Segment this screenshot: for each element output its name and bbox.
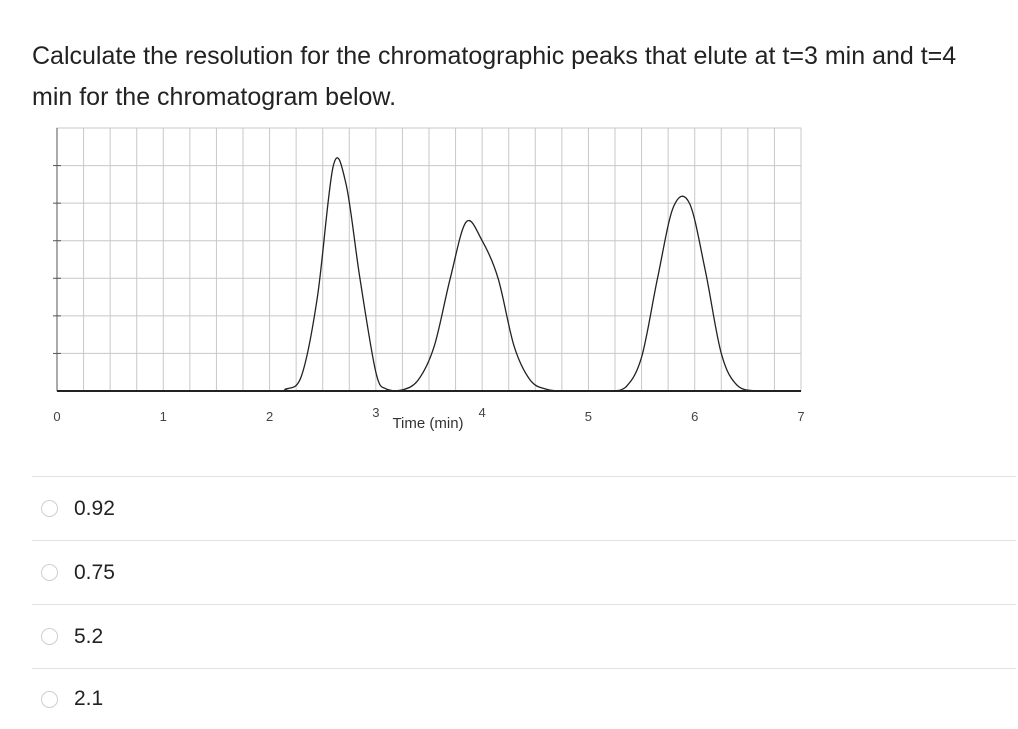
x-tick-label: 0 — [53, 409, 60, 424]
chart-axes — [53, 128, 801, 392]
x-tick-label: 4 — [479, 405, 486, 420]
x-tick-label: 2 — [266, 409, 273, 424]
option-label: 2.1 — [74, 687, 104, 710]
x-tick-label: 6 — [691, 409, 698, 424]
x-tick-label: 3 — [372, 405, 379, 420]
x-tick-label: 1 — [160, 409, 167, 424]
answer-options: 0.92 0.75 5.2 2.1 — [32, 476, 1016, 729]
chart-series — [56, 157, 801, 392]
answer-option-1[interactable]: 0.92 — [32, 476, 1016, 540]
x-axis-label: Time (min) — [392, 415, 463, 432]
radio-button[interactable] — [41, 564, 58, 581]
x-tick-label: 7 — [797, 409, 804, 424]
x-tick-label: 5 — [585, 409, 592, 424]
chart-tick-labels: 0 1 2 3 4 5 6 7 — [53, 405, 804, 424]
option-label: 0.75 — [74, 560, 115, 584]
chromatogram-line — [56, 157, 801, 392]
answer-option-3[interactable]: 5.2 — [32, 604, 1016, 668]
chart-grid — [56, 127, 802, 392]
radio-button[interactable] — [41, 690, 58, 708]
answer-option-2[interactable]: 0.75 — [32, 540, 1016, 604]
answer-option-4[interactable]: 2.1 — [32, 668, 1016, 729]
radio-button[interactable] — [41, 500, 58, 517]
option-label: 5.2 — [74, 624, 104, 648]
chromatogram-chart: 0 1 2 3 4 5 6 7 Time (min) — [53, 127, 805, 432]
question-text: Calculate the resolution for the chromat… — [32, 42, 957, 111]
radio-button[interactable] — [41, 628, 58, 645]
option-label: 0.92 — [74, 496, 115, 520]
